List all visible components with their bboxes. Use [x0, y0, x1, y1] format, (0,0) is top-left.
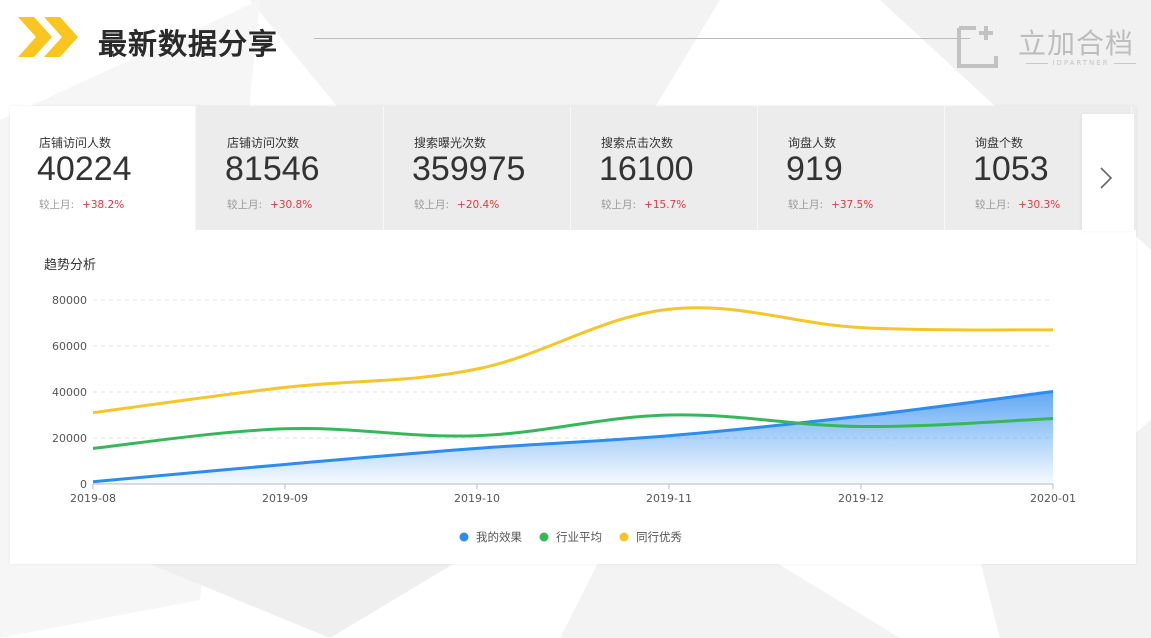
y-tick-label: 40000 [52, 386, 87, 399]
y-tick-label: 60000 [52, 340, 87, 353]
tab-search-impressions[interactable]: 搜索曝光次数 359975 较上月: +20.4% [385, 106, 571, 230]
y-tick-label: 0 [80, 478, 87, 491]
tab-label: 店铺访问次数 [227, 136, 300, 150]
tab-value: 359975 [412, 150, 526, 188]
double-chevron-icon [18, 17, 78, 57]
change-value: +37.5% [831, 199, 874, 211]
legend-label: 同行优秀 [636, 530, 682, 544]
tab-store-visitors[interactable]: 店铺访问人数 40224 较上月: +38.2% [10, 106, 196, 232]
tab-store-visits[interactable]: 店铺访问次数 81546 较上月: +30.8% [198, 106, 384, 230]
tab-inquiry-people[interactable]: 询盘人数 919 较上月: +37.5% [759, 106, 945, 230]
metric-tabs: 店铺访问人数 40224 较上月: +38.2% 店铺访问次数 81546 较上月… [10, 106, 1136, 232]
legend-marker [539, 532, 549, 542]
trend-chart: 0 20000 40000 60000 80000 2019-08 2019-09 2019-… [52, 294, 1076, 544]
tab-compare: 较上月: +37.5% [788, 197, 873, 212]
stats-panel: 店铺访问人数 40224 较上月: +38.2% 店铺访问次数 81546 较上月… [10, 106, 1136, 564]
x-tick-label: 2019-11 [646, 492, 692, 505]
tab-compare: 较上月: +15.7% [601, 197, 686, 212]
series-line-2 [92, 306, 1054, 415]
tab-label: 询盘人数 [788, 136, 837, 150]
compare-label: 较上月: [975, 199, 1011, 211]
compare-label: 较上月: [414, 199, 450, 211]
compare-label: 较上月: [39, 199, 75, 211]
chevron-right-icon [1100, 167, 1113, 189]
change-value: +38.2% [82, 199, 125, 211]
y-tick-label: 80000 [52, 294, 87, 307]
legend-marker [619, 532, 629, 542]
tab-label: 搜索点击次数 [601, 136, 674, 150]
change-value: +30.8% [270, 199, 313, 211]
logo-text: 立加合档 [1018, 27, 1135, 60]
tab-compare: 较上月: +20.4% [414, 197, 499, 212]
tab-value: 81546 [225, 150, 320, 188]
change-value: +30.3% [1018, 199, 1061, 211]
tab-value: 1053 [973, 150, 1049, 188]
legend-label: 我的效果 [476, 530, 522, 544]
compare-label: 较上月: [227, 199, 263, 211]
title-divider [314, 38, 970, 39]
x-tick-label: 2019-08 [70, 492, 116, 505]
page-title: 最新数据分享 [98, 27, 279, 61]
x-tick-label: 2019-12 [838, 492, 884, 505]
compare-label: 较上月: [788, 199, 824, 211]
y-tick-label: 20000 [52, 432, 87, 445]
x-tick-label: 2020-01 [1030, 492, 1076, 505]
chart-title: 趋势分析 [44, 258, 97, 273]
tab-value: 919 [786, 150, 843, 188]
x-tick-label: 2019-09 [262, 492, 308, 505]
series-line-1 [92, 413, 1054, 450]
tab-label: 搜索曝光次数 [414, 136, 487, 150]
tab-value: 16100 [599, 150, 694, 188]
x-tick-label: 2019-10 [454, 492, 500, 505]
slide-header: 最新数据分享 立加合档 IDPARTNER [0, 0, 1151, 90]
tab-label: 店铺访问人数 [39, 136, 112, 150]
logo-mark-icon [957, 26, 998, 68]
change-value: +15.7% [644, 199, 687, 211]
legend-marker [459, 532, 469, 542]
compare-label: 较上月: [601, 199, 637, 211]
tab-value: 40224 [37, 150, 132, 188]
change-value: +20.4% [457, 199, 500, 211]
logo-subtext: IDPARTNER [1016, 59, 1146, 67]
next-tabs-button[interactable] [1082, 114, 1134, 231]
series-line-0 [92, 390, 1054, 484]
tab-compare: 较上月: +30.8% [227, 197, 312, 212]
tab-search-clicks[interactable]: 搜索点击次数 16100 较上月: +15.7% [572, 106, 758, 230]
tab-compare: 较上月: +38.2% [39, 197, 124, 212]
tab-compare: 较上月: +30.3% [975, 197, 1060, 212]
tab-label: 询盘个数 [975, 136, 1024, 150]
legend-label: 行业平均 [556, 530, 602, 544]
